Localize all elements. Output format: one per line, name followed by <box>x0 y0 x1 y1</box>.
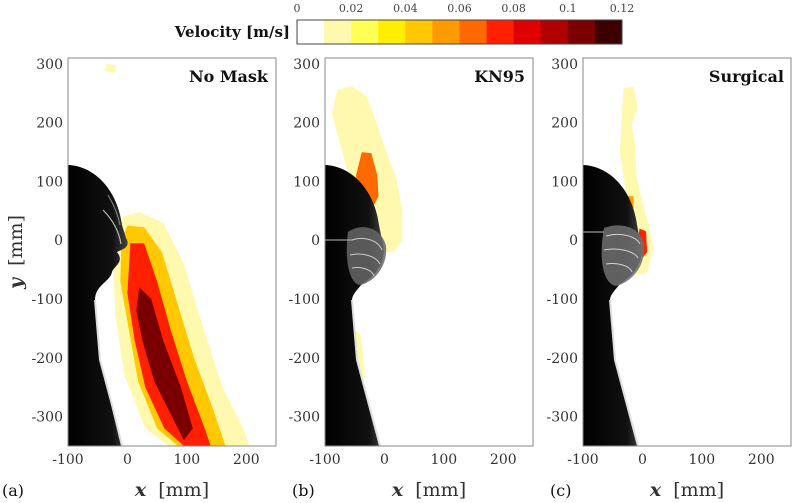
colorbar-tick-label: 0.04 <box>393 2 418 15</box>
x-axis-variable: x <box>134 479 147 501</box>
y-tick-label: -200 <box>289 351 320 367</box>
colorbar-cell <box>486 20 515 44</box>
y-tick-label: 300 <box>293 57 320 73</box>
y-tick-label: 100 <box>293 174 320 190</box>
panel-b-letter: (b) <box>292 481 315 500</box>
colorbar-tick-label: 0.08 <box>501 2 526 15</box>
y-tick-label: 200 <box>36 116 63 132</box>
x-tick-label: 200 <box>748 452 775 468</box>
y-tick-label: 0 <box>311 233 320 249</box>
colorbar-cell <box>459 20 488 44</box>
panel-a-title: No Mask <box>189 67 269 86</box>
colorbar-cell <box>594 20 623 44</box>
y-tick-label: -200 <box>32 351 63 367</box>
colorbar-cell <box>432 20 460 44</box>
y-tick-label: -300 <box>32 410 63 426</box>
panel-a-letter: (a) <box>2 481 24 500</box>
head-silhouette-with-surgical-mask <box>583 165 645 446</box>
colorbar-tick-label: 0.12 <box>610 2 635 15</box>
y-tick-label: 200 <box>293 116 320 132</box>
colorbar-tick-label: 0.02 <box>339 2 364 15</box>
panel-a-frame <box>67 57 277 447</box>
x-tick-label: 200 <box>490 452 517 468</box>
y-axis-unit: [mm] <box>5 215 27 266</box>
x-axis-unit: [mm] <box>673 479 724 501</box>
y-tick-label: 0 <box>54 233 63 249</box>
panel-c-x-axis-label: x [mm] <box>649 479 724 501</box>
panel-c-ticks: -100 0 100 200 -300 -200 -100 0 100 200 300 <box>547 57 775 468</box>
panel-c-frame <box>582 57 792 447</box>
panel-c-title: Surgical <box>709 67 784 86</box>
colorbar-cells <box>297 20 623 44</box>
x-tick-label: -100 <box>309 452 340 468</box>
colorbar-tick-label: 0.06 <box>447 2 472 15</box>
y-tick-label: 100 <box>36 174 63 190</box>
colorbar-ticks: 0 0.02 0.04 0.06 0.08 0.1 0.12 <box>294 2 635 15</box>
colorbar: Velocity [m/s] 0 0.02 0.04 0.06 0.08 0.1 0.12 <box>174 2 635 45</box>
y-tick-label: -100 <box>547 292 578 308</box>
x-axis-variable: x <box>649 479 662 501</box>
colorbar-cell <box>324 20 352 44</box>
colorbar-cell <box>567 20 596 44</box>
panel-b-frame <box>324 57 534 447</box>
x-axis-unit: [mm] <box>415 479 466 501</box>
x-tick-label: 200 <box>233 452 260 468</box>
colorbar-cell <box>351 20 379 44</box>
y-tick-label: 0 <box>569 233 578 249</box>
x-axis-variable: x <box>391 479 404 501</box>
x-tick-label: 100 <box>430 452 457 468</box>
head-silhouette <box>68 165 128 446</box>
y-tick-label: 300 <box>551 57 578 73</box>
y-tick-label: 200 <box>551 116 578 132</box>
velocity-region <box>127 243 211 446</box>
y-tick-label: -300 <box>547 410 578 426</box>
colorbar-frame <box>296 19 623 45</box>
x-tick-label: 0 <box>380 452 389 468</box>
colorbar-title: Velocity [m/s] <box>174 23 290 41</box>
colorbar-tick-label: 0 <box>294 2 301 15</box>
head-silhouette-with-kn95-mask <box>325 165 387 446</box>
panel-no-mask <box>68 63 250 446</box>
panel-a-ticks: -100 0 100 200 -300 -200 -100 0 100 200 300 <box>32 57 260 468</box>
y-tick-label: 100 <box>551 174 578 190</box>
x-tick-label: 0 <box>123 452 132 468</box>
velocity-contours <box>104 63 250 446</box>
y-tick-label: 300 <box>36 57 63 73</box>
x-tick-label: -100 <box>52 452 83 468</box>
panel-surgical <box>583 86 654 446</box>
y-tick-label: -300 <box>289 410 320 426</box>
velocity-region <box>104 63 116 73</box>
colorbar-cell <box>378 20 406 44</box>
x-tick-label: 100 <box>173 452 200 468</box>
x-tick-label: -100 <box>567 452 598 468</box>
y-axis-variable: y <box>5 276 27 290</box>
colorbar-tick-label: 0.1 <box>559 2 577 15</box>
panel-b-title: KN95 <box>474 67 525 86</box>
panel-kn95 <box>325 86 403 446</box>
x-tick-label: 100 <box>688 452 715 468</box>
colorbar-cell <box>513 20 542 44</box>
x-axis-unit: [mm] <box>158 479 209 501</box>
y-tick-label: -200 <box>547 351 578 367</box>
colorbar-cell <box>297 20 325 44</box>
x-tick-label: 0 <box>638 452 647 468</box>
panel-b-x-axis-label: x [mm] <box>391 479 466 501</box>
panel-a-x-axis-label: x [mm] <box>134 479 209 501</box>
colorbar-cell <box>540 20 569 44</box>
panel-c-letter: (c) <box>550 481 571 500</box>
velocity-region <box>136 287 193 441</box>
colorbar-cell <box>405 20 433 44</box>
y-axis-label: y [mm] <box>5 215 27 290</box>
y-tick-label: -100 <box>289 292 320 308</box>
panel-b-ticks: -100 0 100 200 -300 -200 -100 0 100 200 300 <box>289 57 517 468</box>
y-tick-label: -100 <box>32 292 63 308</box>
